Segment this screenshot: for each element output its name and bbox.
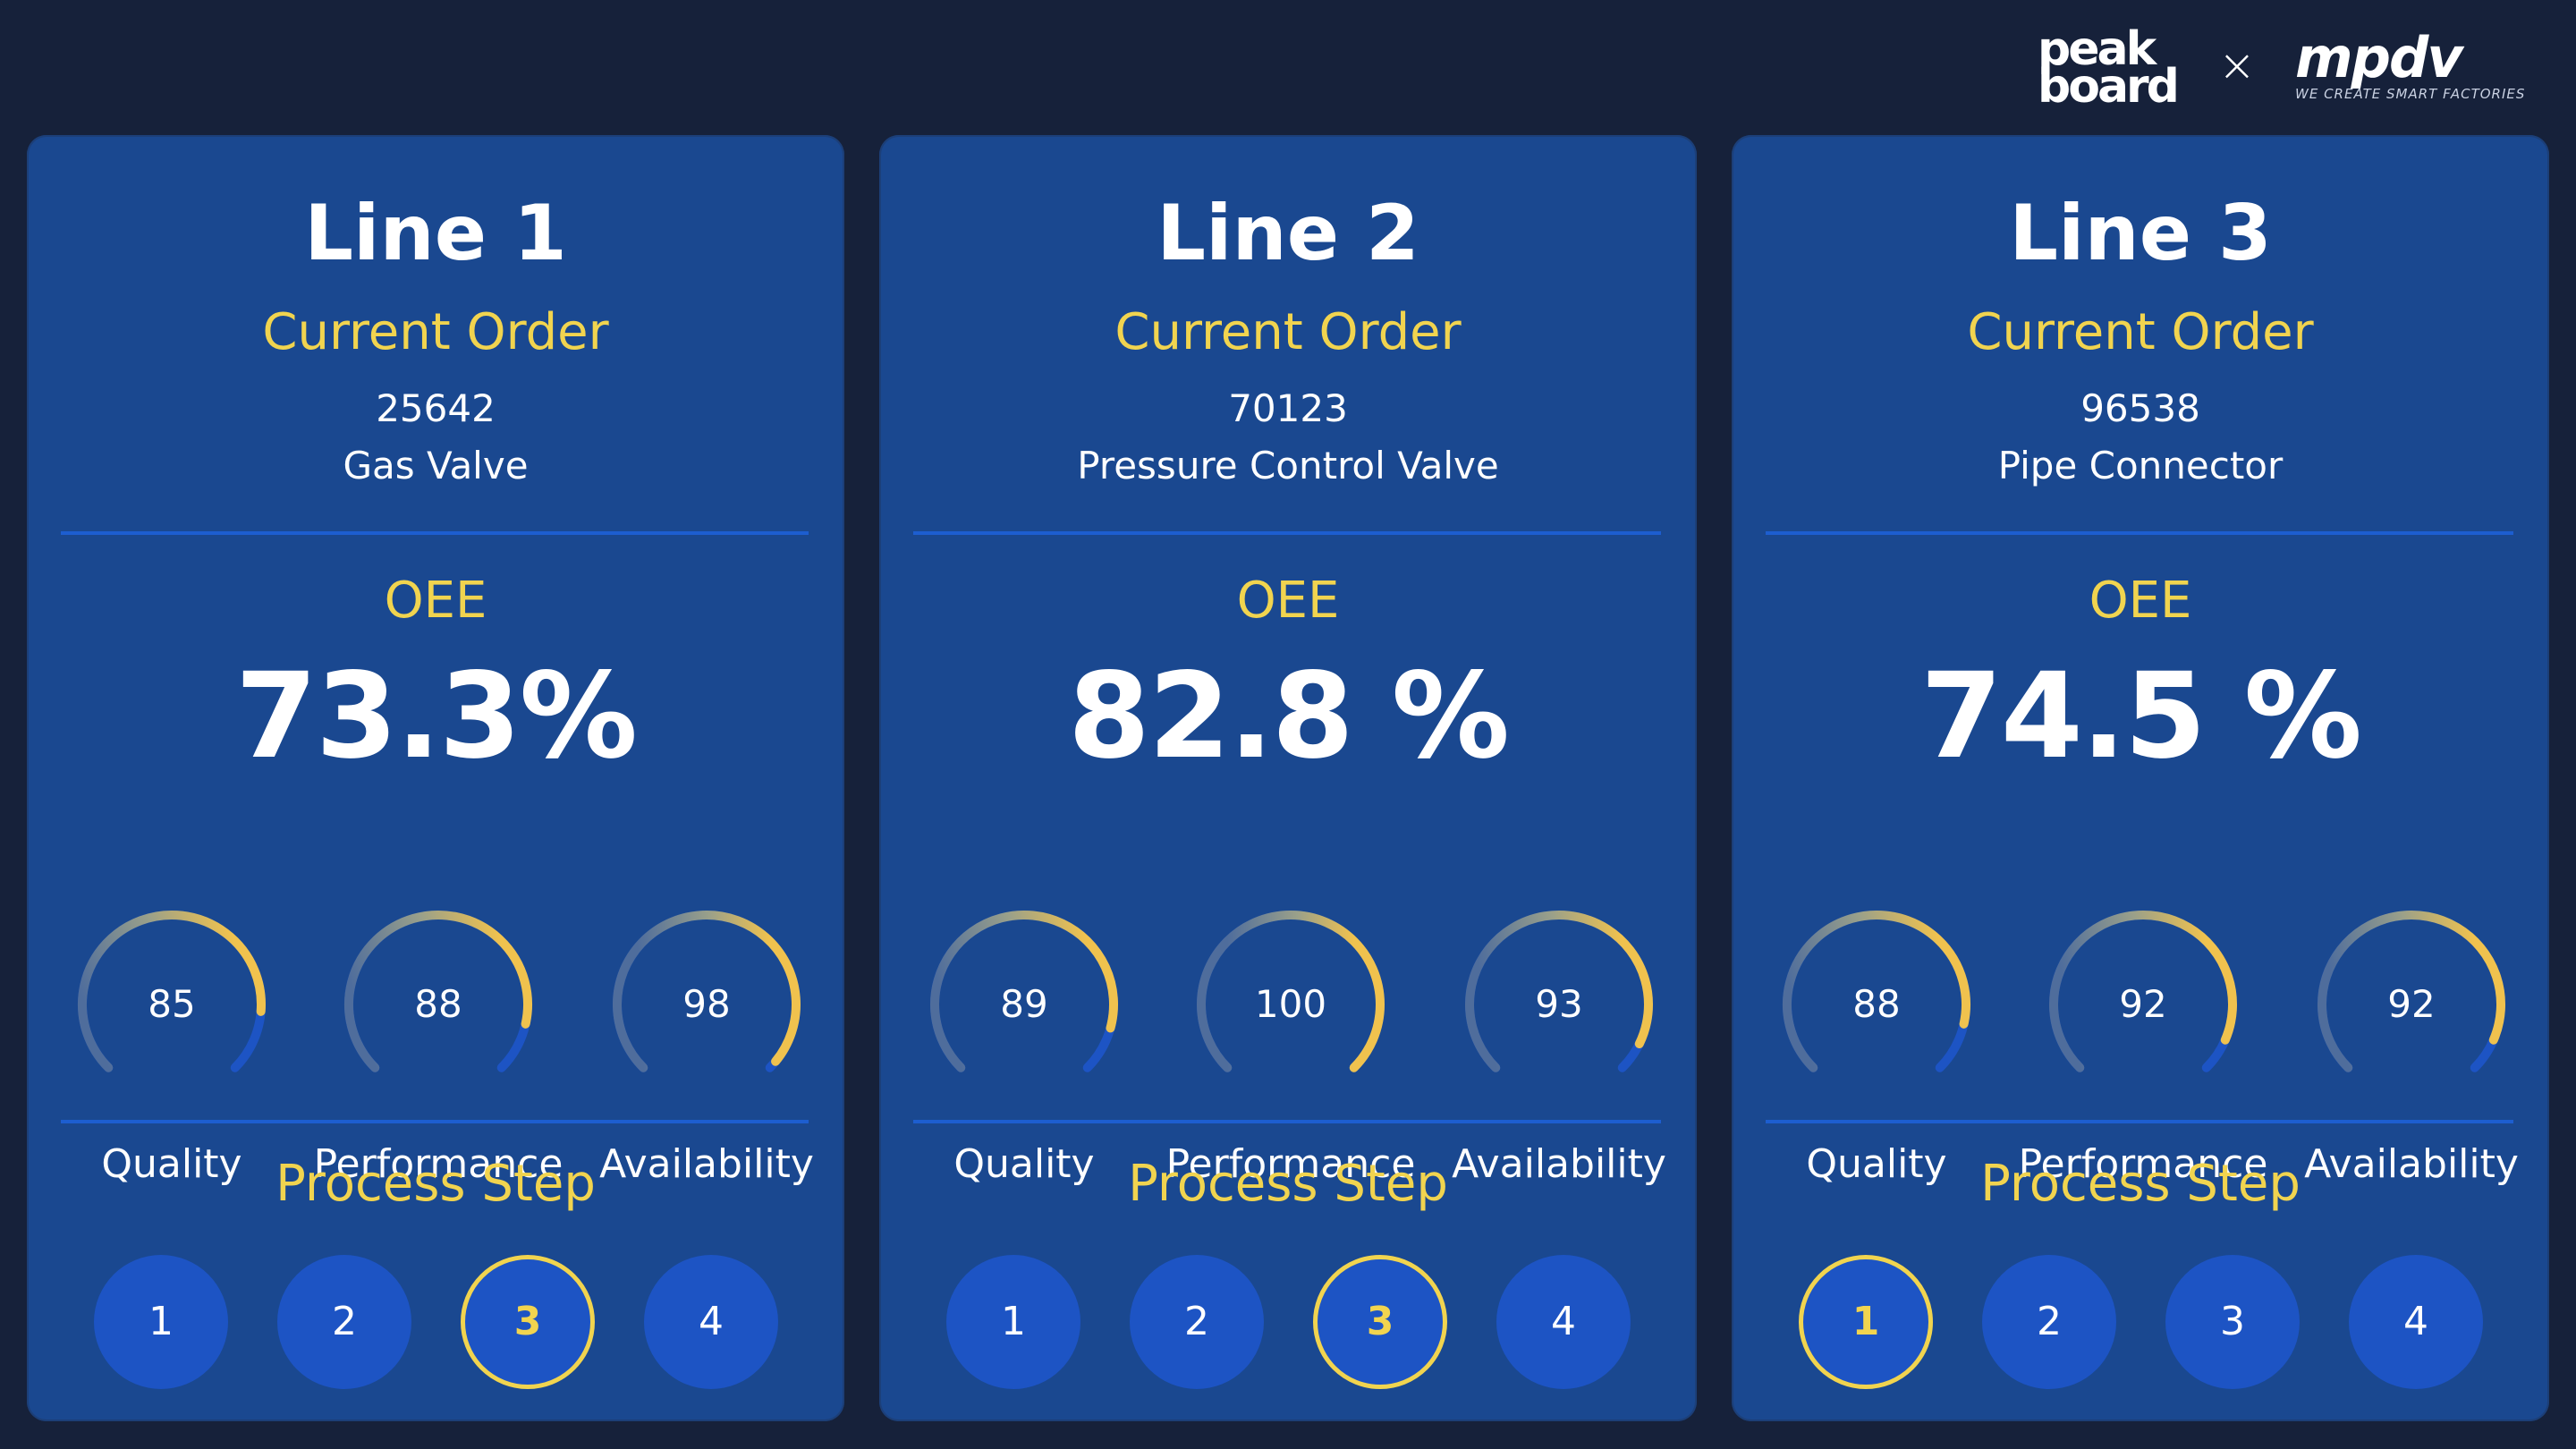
process-step-3[interactable]: 3 (461, 1255, 595, 1389)
order-number: 70123 (1228, 386, 1348, 430)
oee-label: OEE (384, 572, 487, 630)
process-step-4[interactable]: 4 (644, 1255, 778, 1389)
gauge-fill (1465, 911, 1653, 1072)
process-step-4[interactable]: 4 (2349, 1255, 2483, 1389)
gauge-label: Availability (1452, 1141, 1666, 1187)
line-title: Line 1 (304, 189, 567, 278)
divider (913, 531, 1661, 535)
gauge-performance: 88 Performance (304, 815, 572, 1187)
line-panel: Line 1 Current Order 25642 Gas Valve OEE 73.3… (27, 135, 844, 1421)
gauge-quality: 85 Quality (38, 815, 306, 1187)
gauge-value: 88 (414, 982, 462, 1026)
gauge-label: Quality (101, 1141, 242, 1187)
gauge-fill (78, 911, 266, 1072)
gauge-value: 98 (682, 982, 731, 1026)
gauge-label: Quality (1806, 1141, 1947, 1187)
oee-label: OEE (1236, 572, 1340, 630)
line-panel: Line 3 Current Order 96538 Pipe Connector OE… (1732, 135, 2549, 1421)
gauge-arc (930, 911, 1118, 1072)
line-title: Line 3 (2009, 189, 2272, 278)
line-title: Line 2 (1157, 189, 1419, 278)
divider (61, 1120, 809, 1123)
gauge-value: 88 (1852, 982, 1901, 1026)
oee-label: OEE (2089, 572, 2192, 630)
gauge-label: Availability (599, 1141, 814, 1187)
gauge-arc (78, 911, 266, 1072)
order-product: Gas Valve (343, 444, 529, 487)
current-order-label: Current Order (1114, 303, 1462, 361)
gauge-label: Availability (2304, 1141, 2519, 1187)
gauge-label: Performance (1165, 1141, 1416, 1187)
gauge-value: 89 (1000, 982, 1048, 1026)
gauge-fill (2318, 911, 2505, 1072)
mpdv-logo-tagline: WE CREATE SMART FACTORIES (2295, 86, 2526, 102)
logo-separator: × (2218, 39, 2256, 91)
gauge-arc (1465, 911, 1653, 1072)
gauge-quality: 88 Quality (1742, 815, 2011, 1187)
process-step-2[interactable]: 2 (1982, 1255, 2116, 1389)
gauge-fill (1783, 911, 1970, 1072)
order-product: Pressure Control Valve (1077, 444, 1499, 487)
oee-value: 73.3% (235, 648, 638, 785)
gauge-fill (2049, 911, 2237, 1072)
gauge-fill (344, 911, 532, 1072)
gauge-arc (2318, 911, 2505, 1072)
line-panel: Line 2 Current Order 70123 Pressure Control… (879, 135, 1697, 1421)
gauge-fill (1197, 911, 1385, 1072)
gauge-performance: 100 Performance (1157, 815, 1425, 1187)
order-product: Pipe Connector (1997, 444, 2284, 487)
gauge-value: 92 (2387, 982, 2436, 1026)
process-step-1[interactable]: 1 (1799, 1255, 1933, 1389)
oee-value: 74.5 % (1920, 648, 2362, 785)
process-step-3[interactable]: 3 (2165, 1255, 2300, 1389)
gauge-availability: 98 Availability (572, 815, 841, 1187)
gauge-availability: 93 Availability (1425, 815, 1693, 1187)
gauge-arc (2049, 911, 2237, 1072)
gauge-value: 85 (148, 982, 196, 1026)
oee-value: 82.8 % (1068, 648, 1510, 785)
gauge-arc (344, 911, 532, 1072)
gauge-value: 93 (1535, 982, 1583, 1026)
current-order-label: Current Order (262, 303, 609, 361)
gauge-quality: 89 Quality (890, 815, 1158, 1187)
divider (1766, 531, 2513, 535)
peakboard-logo-line2: board (2038, 60, 2180, 114)
process-step-label: Process Step (1980, 1155, 2301, 1213)
mpdv-logo: mpdv WE CREATE SMART FACTORIES (2295, 25, 2555, 107)
gauge-arc (1783, 911, 1970, 1072)
gauge-label: Performance (2018, 1141, 2268, 1187)
gauge-value: 92 (2119, 982, 2167, 1026)
process-step-4[interactable]: 4 (1496, 1255, 1631, 1389)
gauge-value: 100 (1254, 982, 1327, 1026)
process-step-2[interactable]: 2 (277, 1255, 411, 1389)
current-order-label: Current Order (1967, 303, 2314, 361)
gauge-fill (930, 911, 1118, 1072)
process-step-2[interactable]: 2 (1130, 1255, 1264, 1389)
gauge-label: Performance (313, 1141, 564, 1187)
gauge-fill (613, 911, 801, 1072)
divider (61, 531, 809, 535)
process-step-1[interactable]: 1 (94, 1255, 228, 1389)
gauge-arc (1197, 911, 1385, 1072)
divider (1766, 1120, 2513, 1123)
gauge-performance: 92 Performance (2009, 815, 2277, 1187)
peakboard-logo-line1: peak (2038, 22, 2157, 76)
process-step-label: Process Step (1128, 1155, 1448, 1213)
process-step-1[interactable]: 1 (946, 1255, 1080, 1389)
process-step-3[interactable]: 3 (1313, 1255, 1447, 1389)
header-bar: peak board × mpdv WE CREATE SMART FACTOR… (0, 0, 2576, 125)
divider (913, 1120, 1661, 1123)
gauge-arc (613, 911, 801, 1072)
gauge-label: Quality (953, 1141, 1095, 1187)
gauge-availability: 92 Availability (2277, 815, 2546, 1187)
order-number: 96538 (2080, 386, 2200, 430)
peakboard-logo: peak board (2038, 22, 2180, 114)
process-step-label: Process Step (275, 1155, 596, 1213)
mpdv-logo-word: mpdv (2295, 25, 2463, 90)
order-number: 25642 (376, 386, 496, 430)
